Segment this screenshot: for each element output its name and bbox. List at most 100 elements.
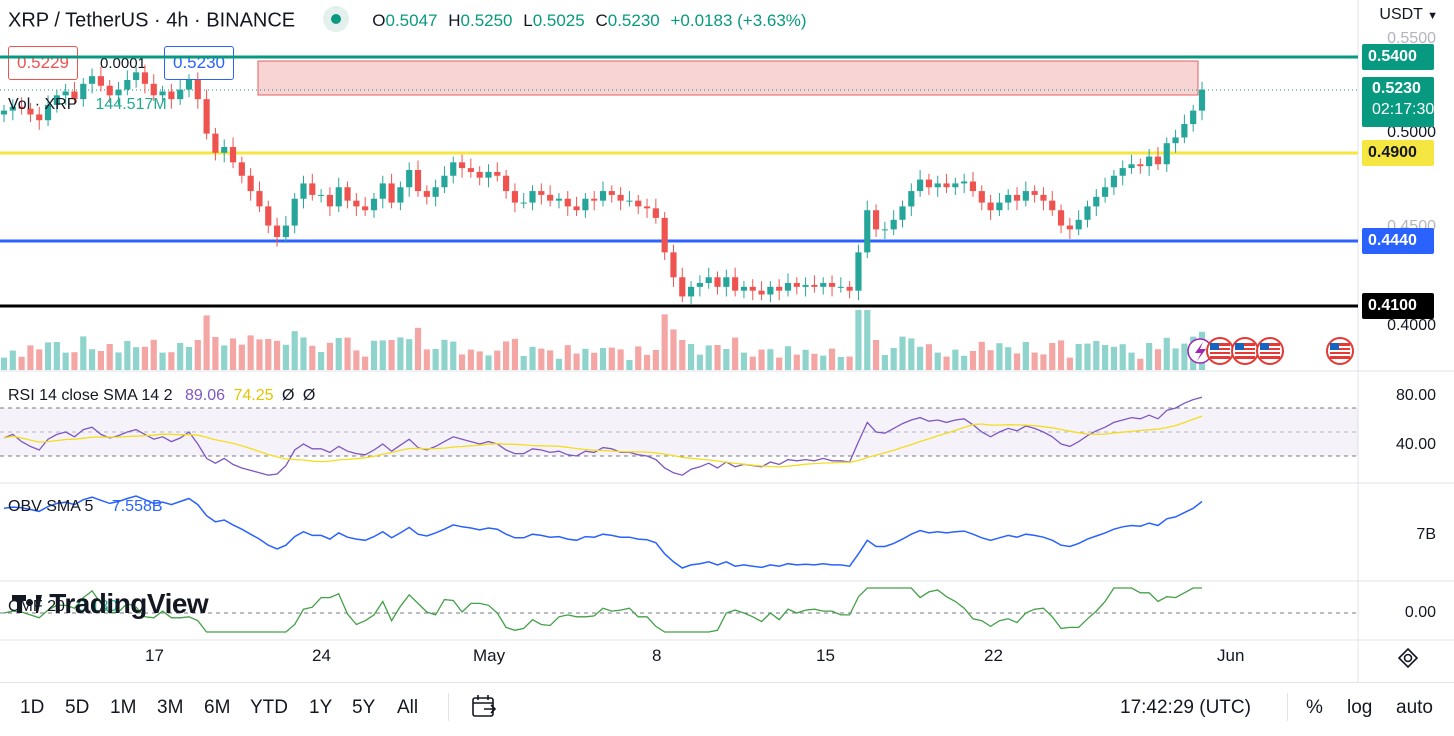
last-price-tag[interactable]: 0.5230 02:17:30 [1362, 77, 1434, 127]
candle-body[interactable] [793, 283, 800, 287]
candle-body[interactable] [899, 206, 906, 220]
candle-body[interactable] [1102, 187, 1109, 197]
candle-body[interactable] [203, 99, 210, 134]
range-3m-button[interactable]: 3M [157, 697, 184, 718]
candle-body[interactable] [767, 286, 774, 295]
candle-body[interactable] [961, 181, 968, 184]
candle-body[interactable] [723, 277, 730, 287]
candle-body[interactable] [212, 133, 219, 153]
candle-body[interactable] [872, 210, 880, 230]
candle-body[interactable] [27, 108, 34, 115]
candle-body[interactable] [221, 147, 228, 153]
candle-body[interactable] [53, 95, 60, 105]
candle-body[interactable] [705, 277, 712, 284]
candle-body[interactable] [864, 210, 871, 253]
candle-body[interactable] [846, 286, 853, 291]
currency-selector[interactable]: USDT ▼ [1379, 6, 1438, 24]
candle-body[interactable] [494, 171, 501, 176]
obv-title[interactable]: OBV SMA 5 [8, 498, 94, 515]
candle-body[interactable] [370, 198, 378, 211]
candle-body[interactable] [44, 104, 52, 121]
candle-body[interactable] [564, 198, 571, 207]
candle-body[interactable] [591, 198, 598, 201]
candle-body[interactable] [890, 219, 897, 230]
candle-body[interactable] [582, 198, 589, 211]
candle-body[interactable] [802, 284, 809, 287]
candle-body[interactable] [406, 170, 413, 188]
candle-body[interactable] [362, 206, 369, 211]
settings-gear-icon[interactable] [1396, 646, 1420, 670]
candle-body[interactable] [855, 252, 862, 291]
candle-body[interactable] [749, 286, 756, 291]
rsi-title[interactable]: RSI 14 close SMA 14 2 [8, 387, 173, 404]
candle-body[interactable] [776, 286, 783, 291]
range-5d-button[interactable]: 5D [65, 697, 90, 718]
candle-body[interactable] [282, 225, 289, 238]
candle-body[interactable] [1093, 196, 1100, 207]
candle-body[interactable] [1181, 124, 1188, 138]
range-all-button[interactable]: All [397, 697, 419, 718]
candle-body[interactable] [599, 191, 607, 201]
candle-body[interactable] [97, 76, 104, 86]
candle-body[interactable] [978, 191, 985, 203]
candle-body[interactable] [1163, 143, 1170, 165]
candle-body[interactable] [432, 187, 439, 197]
resistance-price-tag[interactable]: 0.5400 [1362, 44, 1434, 70]
candle-body[interactable] [520, 202, 527, 204]
resistance-zone[interactable] [257, 60, 1199, 96]
candle-body[interactable] [1022, 191, 1029, 201]
candle-body[interactable] [1146, 156, 1153, 167]
auto-scale-toggle[interactable]: auto [1396, 697, 1433, 718]
candle-body[interactable] [159, 91, 166, 96]
candle-body[interactable] [1110, 175, 1117, 188]
candle-body[interactable] [80, 83, 87, 100]
candle-body[interactable] [511, 191, 518, 203]
candle-body[interactable] [547, 194, 554, 201]
candle-body[interactable] [1040, 194, 1047, 201]
candle-body[interactable] [652, 208, 659, 218]
candle-body[interactable] [185, 79, 193, 90]
candle-body[interactable] [573, 206, 580, 211]
candle-body[interactable] [1049, 200, 1056, 211]
candle-body[interactable] [740, 286, 748, 291]
candle-body[interactable] [335, 187, 342, 207]
candle-body[interactable] [273, 225, 281, 238]
candle-body[interactable] [18, 106, 25, 109]
candle-body[interactable] [450, 162, 457, 176]
candle-body[interactable] [414, 170, 422, 192]
candle-body[interactable] [1066, 225, 1073, 230]
candle-body[interactable] [1137, 164, 1144, 167]
candle-body[interactable] [643, 206, 651, 209]
candle-body[interactable] [1154, 156, 1162, 165]
utc-clock[interactable]: 17:42:29 (UTC) [1120, 697, 1251, 718]
candle-body[interactable] [1119, 168, 1126, 176]
candle-body[interactable] [1084, 206, 1091, 220]
candle-body[interactable] [529, 191, 536, 203]
candle-body[interactable] [837, 286, 844, 288]
percent-scale-toggle[interactable]: % [1306, 697, 1323, 718]
range-ytd-button[interactable]: YTD [250, 697, 288, 718]
candle-body[interactable] [661, 217, 668, 253]
candle-body[interactable] [194, 79, 201, 100]
candle-body[interactable] [71, 91, 78, 100]
candle-body[interactable] [0, 110, 8, 115]
candle-body[interactable] [696, 283, 703, 287]
candle-body[interactable] [881, 229, 888, 231]
range-5y-button[interactable]: 5Y [352, 697, 376, 718]
candle-body[interactable] [1190, 110, 1197, 125]
candle-body[interactable] [247, 175, 254, 192]
us-flag-event-icon[interactable] [1231, 337, 1259, 365]
yellow-level-tag[interactable]: 0.4900 [1362, 140, 1434, 166]
candle-body[interactable] [141, 72, 149, 84]
log-scale-toggle[interactable]: log [1347, 697, 1373, 718]
candle-body[interactable] [300, 183, 307, 199]
candle-body[interactable] [467, 168, 474, 172]
candle-body[interactable] [1005, 194, 1012, 203]
symbol-title[interactable]: XRP / TetherUS · 4h · BINANCE [8, 9, 296, 32]
candle-body[interactable] [423, 191, 430, 197]
candle-body[interactable] [353, 200, 360, 207]
candle-body[interactable] [309, 183, 316, 195]
candle-body[interactable] [238, 162, 245, 176]
candle-body[interactable] [987, 202, 994, 211]
